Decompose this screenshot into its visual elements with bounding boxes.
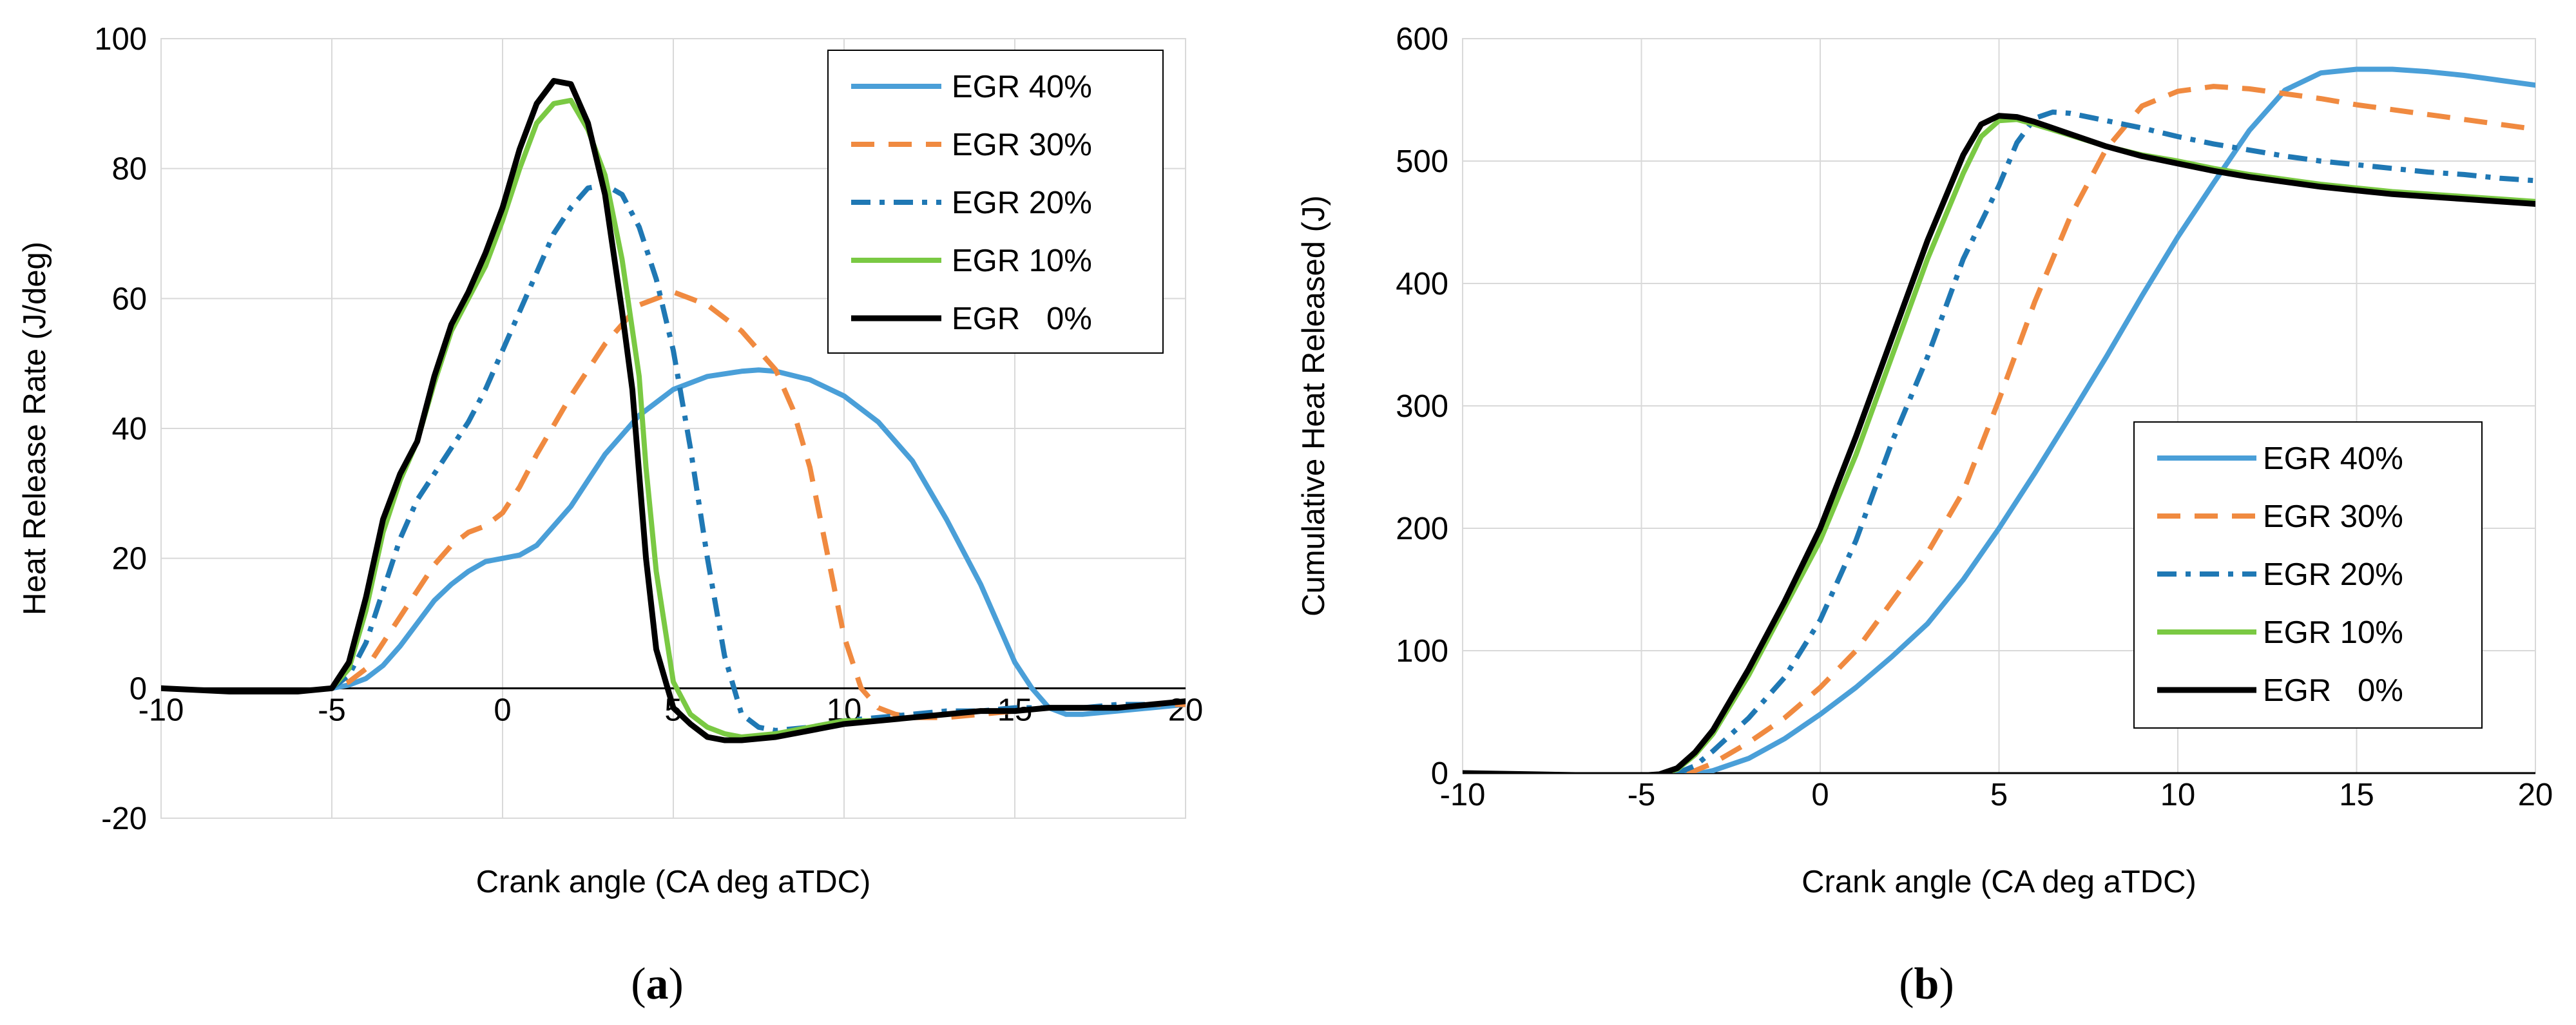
chart-b-y-tick-label: 500: [1396, 144, 1448, 179]
chart-a-y-tick-label: 80: [111, 152, 147, 187]
caption-a-letter: a: [646, 959, 669, 1009]
chart-a-legend-label-0: EGR 40%: [952, 70, 1092, 104]
chart-a-legend-label-2: EGR 20%: [952, 186, 1092, 220]
chart-b-legend-label-4: EGR 0%: [2263, 673, 2403, 708]
caption-b-letter: b: [1914, 959, 1939, 1009]
chart-b-x-tick-label: 5: [1990, 778, 2008, 812]
chart-a-x-axis-title: Crank angle (CA deg aTDC): [476, 865, 871, 899]
chart-a-y-tick-label: 100: [94, 22, 147, 57]
chart-b-y-axis-title: Cumulative Heat Released (J): [1296, 195, 1331, 617]
chart-a-x-tick-label: 0: [494, 693, 511, 727]
chart-b-x-tick-label: 0: [1811, 778, 1829, 812]
chart-b-x-tick-label: 10: [2160, 778, 2196, 812]
chart-b-y-tick-label: 0: [1431, 756, 1448, 791]
chart-a-series-line-0: [161, 367, 1186, 717]
chart-a-legend-label-4: EGR 0%: [952, 302, 1092, 336]
chart-a-y-tick-label: -20: [101, 801, 147, 836]
chart-a-y-tick-label: 60: [111, 282, 147, 316]
chart-a-x-tick-label: 20: [1168, 693, 1204, 727]
chart-a-series-line-4: [161, 78, 1186, 743]
chart-a-y-tick-label: 20: [111, 542, 147, 577]
chart-a-legend-label-1: EGR 30%: [952, 128, 1092, 162]
chart-b-series-line-1: [1463, 84, 2535, 773]
chart-a-series-line-1: [161, 289, 1186, 720]
chart-b-legend-box: [2133, 421, 2483, 729]
chart-a-y-axis-title: Heat Release Rate (J/deg): [17, 242, 52, 615]
chart-a-legend-label-3: EGR 10%: [952, 244, 1092, 278]
chart-a-y-tick-label: 40: [111, 412, 147, 446]
chart-a-y-tick-label: 0: [130, 671, 147, 706]
chart-b-x-tick-label: -5: [1628, 778, 1656, 812]
chart-b-legend-label-0: EGR 40%: [2263, 441, 2403, 476]
caption-a: (a): [631, 959, 684, 1009]
chart-b-y-tick-label: 600: [1396, 22, 1448, 57]
chart-b-y-tick-label: 200: [1396, 512, 1448, 546]
chart-b-x-tick-label: 20: [2518, 778, 2553, 812]
chart-b-x-tick-label: -10: [1440, 778, 1486, 812]
chart-b-x-axis-title: Crank angle (CA deg aTDC): [1802, 865, 2196, 899]
chart-a-series-line-2: [161, 182, 1186, 733]
chart-b-x-tick-label: 15: [2339, 778, 2374, 812]
chart-a-x-tick-label: -10: [139, 693, 184, 727]
chart-b-legend-label-2: EGR 20%: [2263, 557, 2403, 592]
chart-b-y-tick-label: 400: [1396, 267, 1448, 302]
chart-b-legend-label-3: EGR 10%: [2263, 615, 2403, 650]
chart-a-x-tick-label: -5: [318, 693, 346, 727]
chart-b-y-tick-label: 100: [1396, 634, 1448, 669]
chart-b-series-line-0: [1463, 66, 2535, 773]
chart-b-y-tick-label: 300: [1396, 389, 1448, 424]
chart-b-legend-label-1: EGR 30%: [2263, 499, 2403, 534]
chart-b-series-line-4: [1463, 113, 2535, 773]
caption-b: (b): [1899, 959, 1954, 1009]
